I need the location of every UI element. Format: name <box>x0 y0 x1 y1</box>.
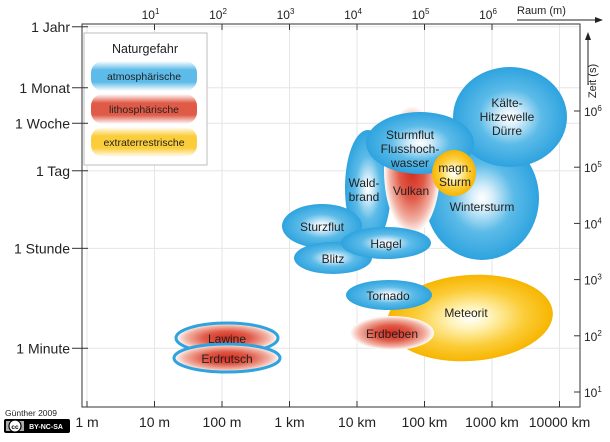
legend-swatch-extraterrestrial <box>91 127 197 157</box>
y-tick-label: 1 Monat <box>19 80 70 96</box>
legend: Naturgefahr atmosphärische lithosphärisc… <box>83 32 208 166</box>
label-hagel: Hagel <box>370 237 401 251</box>
legend-swatch-atmospheric <box>91 61 197 91</box>
legend-label-lithospheric: lithosphärische <box>109 104 179 116</box>
label-tornado: Tornado <box>366 289 410 303</box>
x-tick-label: 100 m <box>203 414 242 430</box>
x-tick-label: 10 m <box>139 414 170 430</box>
label-blitz: Blitz <box>322 252 345 266</box>
x-tick-label: 10 km <box>338 414 376 430</box>
legend-swatch-lithospheric <box>91 94 197 124</box>
cc-icon <box>8 419 22 433</box>
label-sturmflut: Sturmflut Flusshoch-wasser <box>381 128 440 170</box>
cc-icon-text: cc <box>11 424 19 431</box>
y-right-tick-label: 102 <box>584 329 602 344</box>
x-top-tick-label: 104 <box>344 7 362 22</box>
legend-label-atmospheric: atmosphärische <box>107 71 181 83</box>
x-tick-label: 10000 km <box>529 414 590 430</box>
plot-frame <box>81 23 581 408</box>
hazard-area-magn-sturm <box>432 150 476 196</box>
label-meteorit: Meteorit <box>444 306 488 320</box>
license-text-bg <box>24 421 68 431</box>
label-line: Sturm <box>439 175 471 189</box>
x-top-tick-label: 103 <box>277 7 295 22</box>
x-top-tick-label: 106 <box>479 7 497 22</box>
label-wintersturm: Wintersturm <box>450 200 515 214</box>
axis-ticks: 1 m 10 m 100 m 1 km 10 km 100 km 1000 km 10000 … <box>14 7 602 430</box>
hazard-area-erdrutsch <box>172 342 282 374</box>
y-tick-label: 1 Stunde <box>14 240 70 256</box>
label-line: Sturmflut <box>386 128 435 142</box>
label-magn-sturm: magn. Sturm <box>438 161 471 189</box>
x-tick-label: 1 km <box>274 414 304 430</box>
axis-titles: Raum (m) Zeit (s) <box>517 5 603 98</box>
y-tick-label: 1 Jahr <box>31 19 70 35</box>
hazard-area-tornado <box>346 280 432 310</box>
label-erdrutsch: Erdrutsch <box>201 352 252 366</box>
label-lawine: Lawine <box>208 332 246 346</box>
x-tick-label: 100 km <box>402 414 448 430</box>
y-right-tick-label: 101 <box>584 385 602 400</box>
label-line: wasser <box>390 156 429 170</box>
label-line: Wald- <box>349 176 380 190</box>
y-tick-label: 1 Tag <box>36 163 70 179</box>
y-axis-arrow-head <box>585 32 591 40</box>
hazard-area-sturzflut <box>282 204 362 248</box>
x-axis-arrow-head <box>595 17 603 23</box>
x-tick-label: 1 m <box>75 414 98 430</box>
hazard-area-erdbeben <box>350 316 434 350</box>
license-text: BY-NC-SA <box>29 424 63 431</box>
credit-author: Günther 2009 <box>5 408 57 418</box>
x-top-tick-label: 105 <box>412 7 430 22</box>
label-waldbrand: Wald-brand <box>349 176 380 204</box>
x-top-tick-label: 102 <box>209 7 227 22</box>
y-axis-label: Zeit (s) <box>587 64 599 98</box>
hazard-area-kaelte-hitzewelle-duerre <box>453 67 567 167</box>
label-erdbeben: Erdbeben <box>366 327 418 341</box>
legend-title: Naturgefahr <box>112 42 178 56</box>
hazard-labels: Lawine Erdrutsch Sturzflut Hagel Blitz W… <box>201 96 534 366</box>
label-line: Hitzewelle <box>480 110 535 124</box>
label-vulkan: Vulkan <box>393 184 429 198</box>
label-line: Flusshoch- <box>381 142 440 156</box>
x-tick-label: 1000 km <box>465 414 519 430</box>
label-line: brand <box>349 190 380 204</box>
credit: Günther 2009 cc BY-NC-SA <box>4 408 70 433</box>
y-right-tick-label: 104 <box>584 216 602 231</box>
legend-label-extraterrestrial: extraterrestrische <box>103 137 184 149</box>
x-axis-label: Raum (m) <box>517 5 566 17</box>
label-line: magn. <box>438 161 471 175</box>
y-right-tick-label: 106 <box>584 104 602 119</box>
label-kaelte-hitzewelle-duerre: Kälte-Hitzewelle Dürre <box>480 96 535 138</box>
hazard-area-hagel <box>341 227 431 259</box>
label-line: Dürre <box>492 124 522 138</box>
hazard-areas <box>172 67 567 374</box>
label-line: Kälte- <box>491 96 522 110</box>
x-top-tick-label: 101 <box>142 7 160 22</box>
y-tick-label: 1 Woche <box>15 115 70 131</box>
y-right-tick-label: 103 <box>584 273 602 288</box>
label-sturzflut: Sturzflut <box>300 220 345 234</box>
y-right-tick-label: 105 <box>584 160 602 175</box>
y-tick-label: 1 Minute <box>16 340 70 356</box>
